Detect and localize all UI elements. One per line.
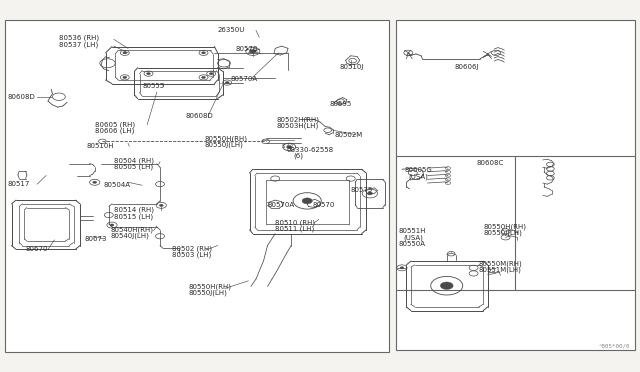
- Circle shape: [147, 73, 150, 75]
- Text: 80550J(LH): 80550J(LH): [189, 290, 228, 296]
- Bar: [396, 20, 635, 350]
- Text: 08330-62558: 08330-62558: [287, 147, 334, 153]
- Circle shape: [123, 76, 127, 78]
- Circle shape: [225, 81, 229, 84]
- Circle shape: [110, 224, 114, 226]
- Text: 80510 (RH): 80510 (RH): [275, 220, 316, 227]
- Text: 80595: 80595: [330, 101, 352, 107]
- Text: 80551H: 80551H: [398, 228, 426, 234]
- Text: 80608D: 80608D: [186, 113, 213, 119]
- Circle shape: [367, 192, 372, 195]
- Circle shape: [440, 282, 453, 289]
- Text: 80502 (RH): 80502 (RH): [172, 246, 211, 253]
- Text: 80570A: 80570A: [268, 202, 294, 208]
- Text: 80550H(RH): 80550H(RH): [189, 284, 232, 291]
- Text: (USA): (USA): [408, 173, 428, 180]
- Text: 80606J: 80606J: [454, 64, 479, 70]
- Text: 80550M(RH): 80550M(RH): [479, 261, 522, 267]
- Circle shape: [159, 204, 163, 206]
- Text: 80503 (LH): 80503 (LH): [172, 252, 211, 259]
- Text: 80540H(RH): 80540H(RH): [110, 227, 153, 233]
- Text: 80537 (LH): 80537 (LH): [59, 41, 98, 48]
- Circle shape: [202, 76, 205, 78]
- Text: 80608D: 80608D: [8, 94, 35, 100]
- Text: 80550J(LH): 80550J(LH): [205, 141, 244, 148]
- Text: 80579: 80579: [236, 46, 258, 52]
- Text: (USA): (USA): [403, 234, 423, 241]
- Text: 80510H: 80510H: [86, 143, 114, 149]
- Text: 80536 (RH): 80536 (RH): [59, 35, 99, 41]
- Text: 80502M: 80502M: [334, 132, 362, 138]
- Text: (6): (6): [293, 152, 303, 159]
- Text: 80551M(LH): 80551M(LH): [479, 267, 522, 273]
- Text: 80511 (LH): 80511 (LH): [275, 226, 314, 232]
- Circle shape: [400, 267, 404, 269]
- Circle shape: [287, 145, 292, 148]
- Bar: [5, 20, 389, 352]
- Circle shape: [123, 52, 127, 54]
- Text: 80550H(RH): 80550H(RH): [483, 224, 526, 230]
- Text: 80670: 80670: [26, 246, 48, 252]
- Text: 80570A: 80570A: [230, 76, 257, 82]
- Circle shape: [209, 73, 213, 75]
- Text: ^805*00/0: ^805*00/0: [599, 344, 630, 349]
- Text: 80517: 80517: [8, 181, 30, 187]
- Text: 80575: 80575: [351, 187, 373, 193]
- Text: 80608C: 80608C: [477, 160, 504, 166]
- Text: 80514 (RH): 80514 (RH): [114, 207, 154, 214]
- Text: 80555: 80555: [142, 83, 164, 89]
- Text: 80503H(LH): 80503H(LH): [276, 122, 319, 129]
- Circle shape: [250, 49, 256, 53]
- Text: 80550H(RH): 80550H(RH): [205, 135, 248, 142]
- Text: 80504 (RH): 80504 (RH): [114, 157, 154, 164]
- Text: 80515 (LH): 80515 (LH): [114, 213, 153, 220]
- Text: 80550J(LH): 80550J(LH): [483, 230, 522, 236]
- Text: 80605G: 80605G: [404, 167, 432, 173]
- Circle shape: [202, 52, 205, 54]
- Text: 80550A: 80550A: [398, 241, 425, 247]
- Text: S: S: [282, 144, 285, 149]
- Text: 80570: 80570: [312, 202, 335, 208]
- Circle shape: [302, 198, 312, 204]
- Text: 26350U: 26350U: [218, 27, 245, 33]
- Text: 80502H(RH): 80502H(RH): [276, 116, 319, 123]
- Text: 80606 (LH): 80606 (LH): [95, 128, 134, 134]
- Text: 80505 (LH): 80505 (LH): [114, 163, 153, 170]
- Text: 80673: 80673: [84, 236, 107, 242]
- Text: ○: ○: [286, 143, 292, 149]
- Circle shape: [93, 181, 97, 183]
- Text: 80510J: 80510J: [339, 64, 364, 70]
- Text: 80504A: 80504A: [104, 182, 131, 188]
- Text: 80605 (RH): 80605 (RH): [95, 121, 135, 128]
- Text: 80540J(LH): 80540J(LH): [110, 232, 149, 239]
